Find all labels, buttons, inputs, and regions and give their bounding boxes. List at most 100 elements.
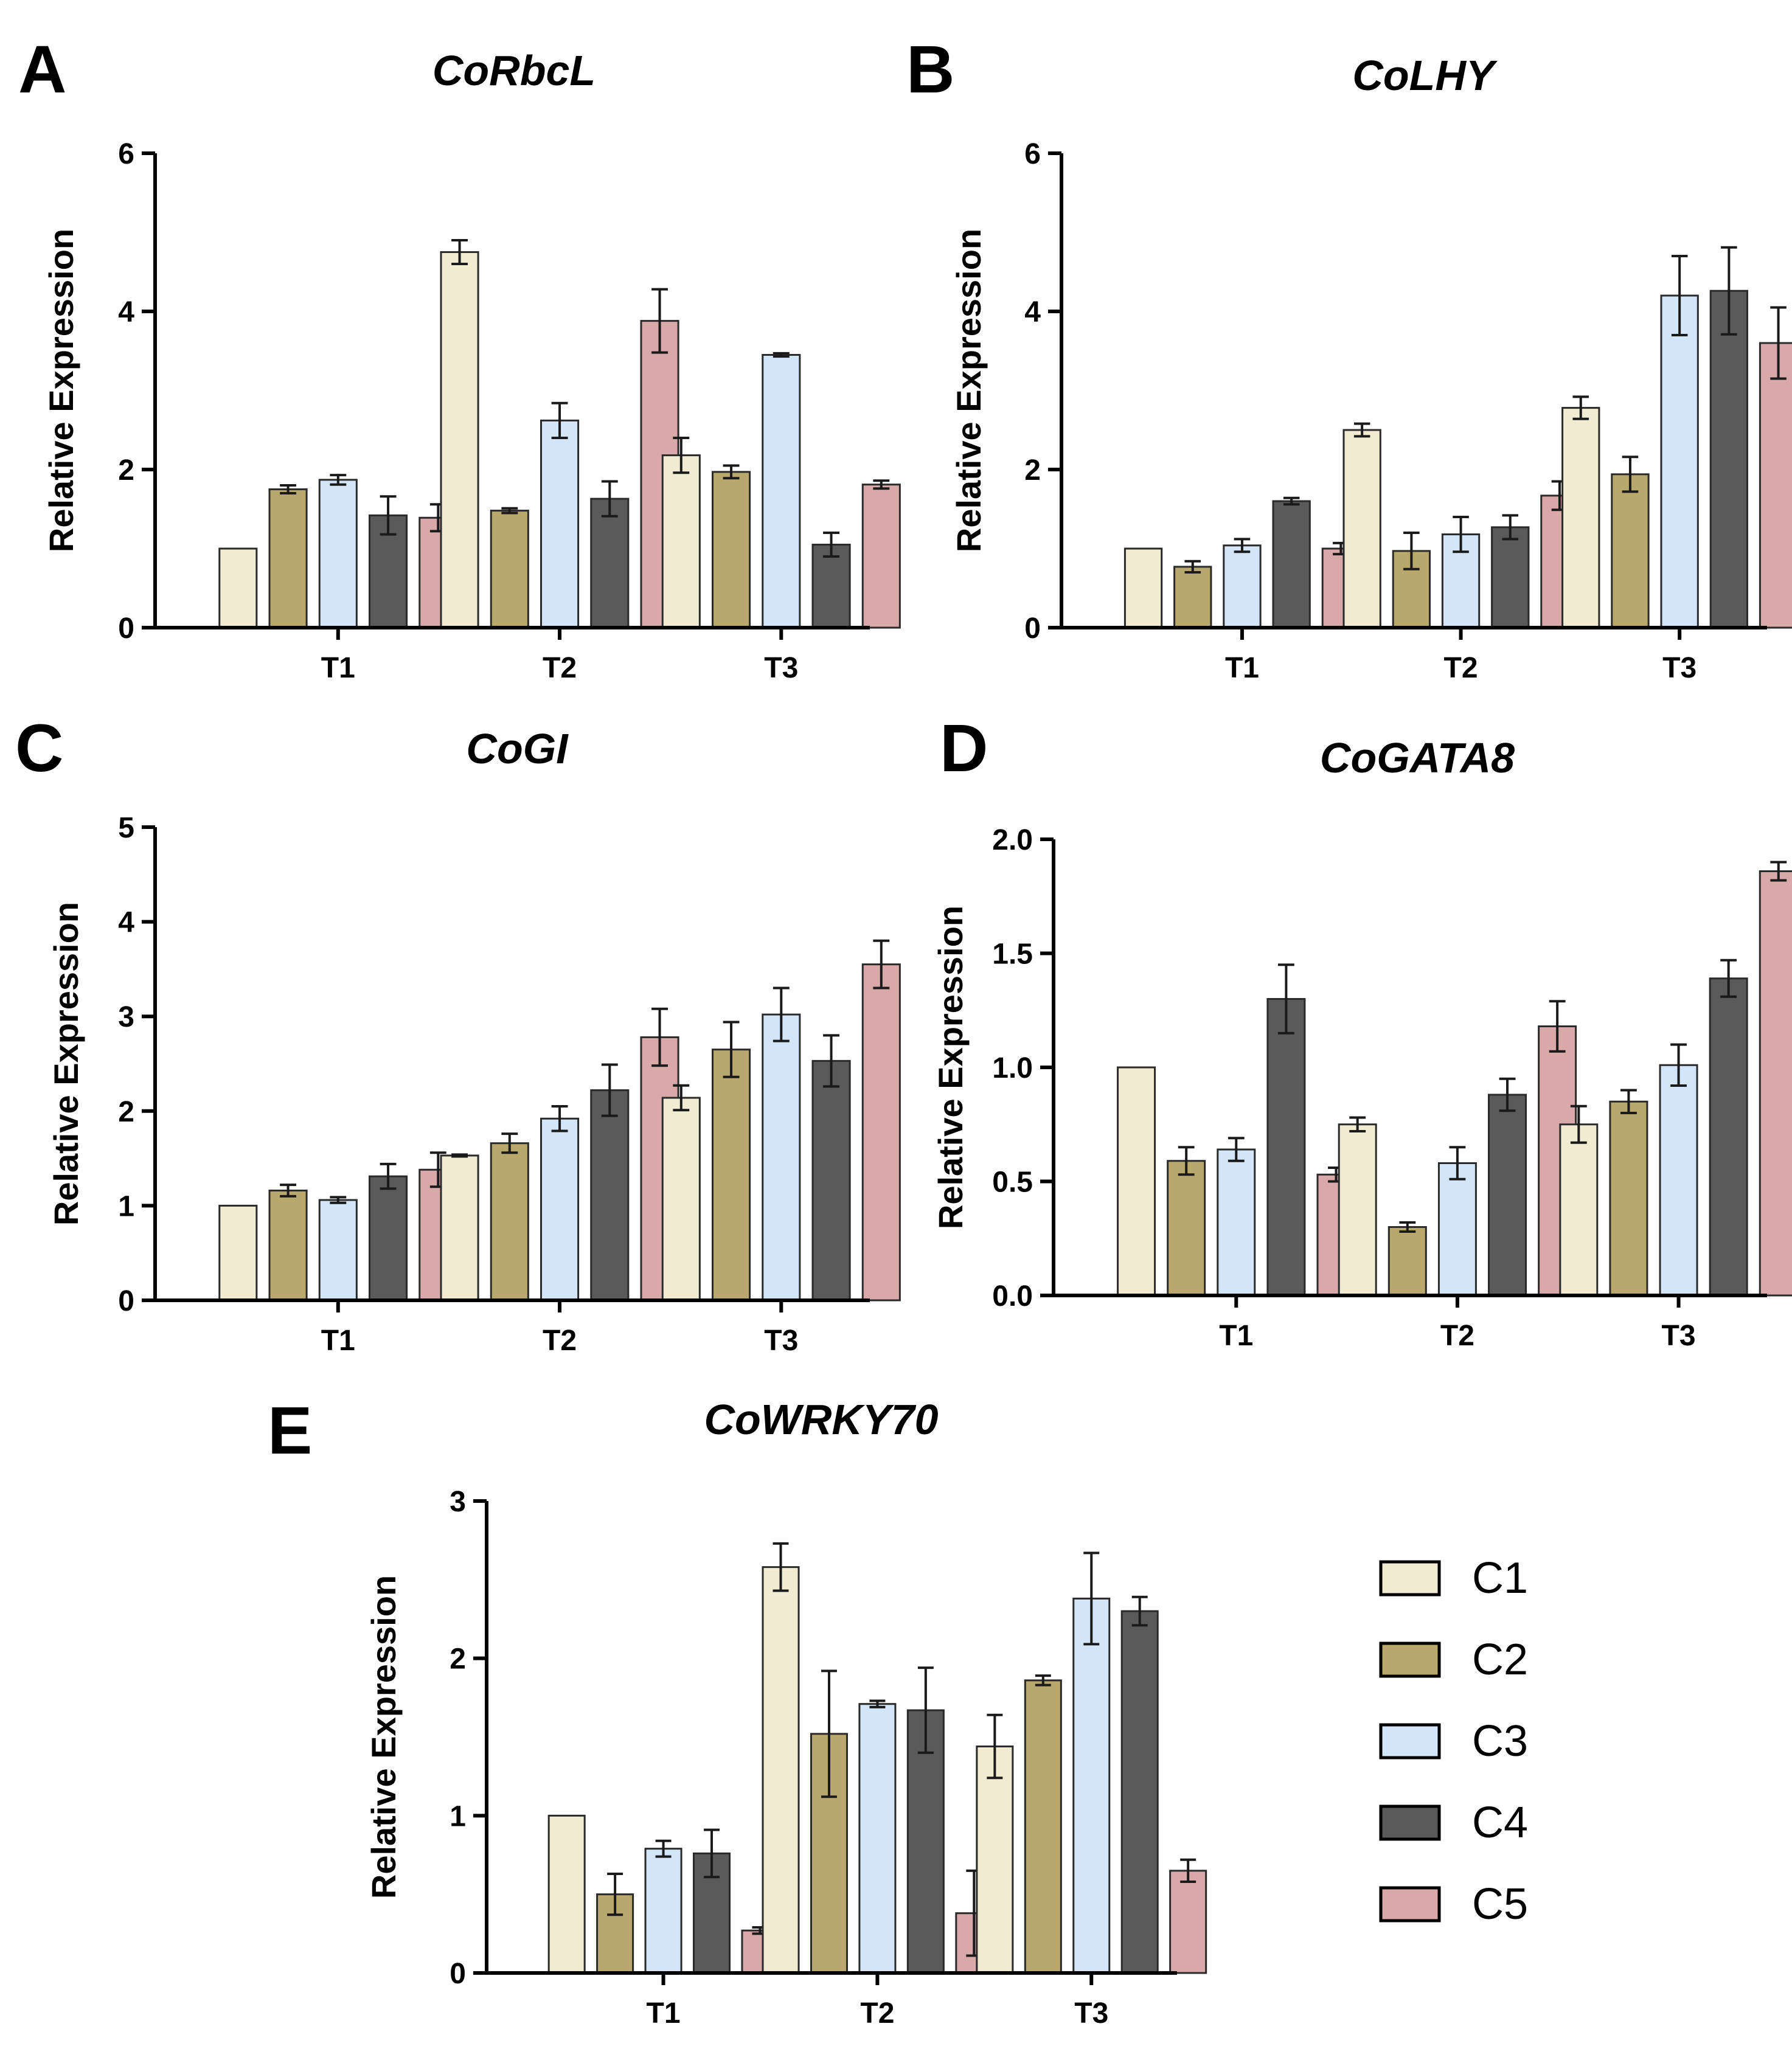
error-bar-e-t2-c3 [869,1699,886,1708]
y-tick-label-a-0: 0 [118,612,134,645]
bar-d-t1-c3 [1217,1148,1256,1297]
bar-d-t2-c4 [1488,1094,1527,1297]
x-tick-label-e-t1: T1 [647,1997,681,2030]
error-bar-d-t3-c5 [1770,861,1787,882]
bar-a-t2-c3 [540,419,580,629]
bar-a-t3-c3 [762,354,801,629]
bar-d-t1-c1 [1117,1066,1156,1297]
bar-e-t3-c4 [1120,1610,1159,1974]
panel-letter-d: D [940,711,988,786]
y-tick-label-a-3: 6 [118,138,134,170]
y-axis-label-d: Relative Expression [931,906,970,1229]
error-bar-c-t1-c4 [380,1162,397,1190]
x-tick-label-e-t2: T2 [860,1997,894,2030]
error-bar-c-t2-c1 [451,1153,468,1158]
panel-title-c: CoGI [466,725,569,772]
bar-d-t3-c5 [1759,870,1792,1297]
bar-c-t1-c3 [318,1199,358,1302]
error-bar-c-t3-c3 [773,986,790,1042]
bar-a-t2-c4 [590,498,630,629]
y-tick-label-b-2: 4 [1024,296,1041,328]
bar-d-t1-c2 [1167,1160,1206,1297]
legend-swatch-c2 [1379,1642,1441,1678]
error-bar-b-t3-c2 [1622,456,1639,493]
legend-label-c1: C1 [1472,1554,1528,1603]
bar-a-t2-c1 [440,251,479,629]
panel-letter-b: B [906,32,954,107]
bar-e-t1-c3 [644,1848,682,1974]
x-tick-label-e-t3: T3 [1074,1997,1108,2030]
x-tick-label-d-t2: T2 [1440,1320,1474,1352]
error-bar-e-t1-c4 [704,1828,720,1879]
error-bar-c-t2-c3 [551,1105,568,1132]
bar-a-t1-c1 [218,547,258,629]
x-tick-label-a-t1: T1 [321,652,355,684]
y-tick-label-b-3: 6 [1024,138,1041,170]
error-bar-a-t2-c5 [651,288,668,354]
y-tick-label-c-3: 3 [118,1001,134,1033]
chart-panel-d: D CoGATA8 Relative Expression T1 T2 T3 0.0 0.5 1… [931,711,1792,1352]
x-tick-label-d-t3: T3 [1662,1320,1696,1352]
legend-swatch-c3 [1379,1723,1441,1760]
error-bar-c-t2-c4 [601,1063,618,1117]
bar-c-t1-c4 [369,1175,408,1302]
bar-c-t3-c4 [811,1059,851,1302]
error-bar-b-t2-c2 [1403,532,1420,570]
error-bar-b-t2-c4 [1502,514,1519,541]
y-axis-label-e: Relative Expression [364,1575,403,1899]
error-bar-e-t2-c2 [821,1669,837,1798]
bar-c-t2-c1 [440,1154,479,1302]
bar-b-t3-c1 [1561,407,1600,629]
panel-title-e: CoWRKY70 [704,1396,938,1443]
y-tick-label-d-1: 0.5 [992,1167,1033,1199]
error-bar-a-t2-c2 [501,507,518,515]
chart-panel-a: A CoRbcL Relative Expression T1 T2 T3 0 2 4 6 [18,32,901,684]
error-bar-d-t3-c1 [1570,1104,1587,1144]
x-tick-label-a-t2: T2 [543,652,577,684]
error-bar-d-t3-c3 [1670,1043,1687,1087]
legend-label-c5: C5 [1472,1880,1528,1929]
error-bar-d-t2-c2 [1399,1221,1416,1233]
error-bar-c-t1-c2 [280,1184,296,1198]
error-bar-c-t3-c5 [873,939,890,990]
legend-entry-c1: C1 [1379,1554,1528,1603]
error-bar-d-t3-c4 [1720,959,1737,998]
bar-b-t3-c3 [1660,294,1699,629]
legend-entry-c4: C4 [1379,1798,1528,1847]
error-bar-b-t1-c3 [1234,538,1251,553]
bar-c-t1-c2 [268,1190,308,1302]
bar-a-t3-c4 [811,544,851,629]
bar-e-t1-c1 [547,1814,586,1974]
error-bar-d-t1-c2 [1178,1146,1195,1176]
y-tick-label-a-2: 4 [118,296,134,328]
bar-d-t1-c4 [1266,998,1306,1297]
error-bar-a-t3-c1 [673,437,690,474]
bar-e-t3-c1 [976,1746,1014,1974]
panel-letter-a: A [18,32,66,107]
error-bar-e-t1-c2 [607,1873,623,1916]
error-bar-a-t2-c1 [451,239,468,265]
bar-b-t1-c1 [1123,547,1163,629]
bar-b-t1-c2 [1173,566,1212,629]
error-bar-c-t2-c5 [651,1007,668,1067]
y-axis-label-c: Relative Expression [47,902,85,1226]
bar-a-t3-c2 [712,471,751,629]
error-bar-a-t2-c4 [601,480,618,518]
bar-e-t2-c3 [858,1703,897,1974]
error-bar-b-t3-c1 [1572,395,1589,420]
error-bar-e-t2-c4 [917,1666,934,1754]
y-tick-label-d-0: 0.0 [992,1280,1033,1312]
error-bar-b-t1-c2 [1184,560,1201,574]
error-bar-a-t3-c5 [873,479,890,490]
y-tick-label-d-2: 1.0 [992,1052,1033,1084]
bar-a-t2-c2 [490,510,529,629]
bar-d-t2-c2 [1387,1226,1427,1297]
y-tick-label-c-1: 1 [118,1190,134,1222]
error-bar-e-t3-c1 [987,1713,1003,1780]
y-tick-label-c-0: 0 [118,1285,134,1317]
error-bar-e-t3-c3 [1083,1551,1100,1646]
error-bar-a-t1-c3 [330,474,347,486]
panel-title-b: CoLHY [1352,52,1498,99]
y-tick-label-e-1: 1 [450,1800,466,1832]
chart-panels: A CoRbcL Relative Expression T1 T2 T3 0 2 4 6 B CoL… [15,32,1792,2030]
